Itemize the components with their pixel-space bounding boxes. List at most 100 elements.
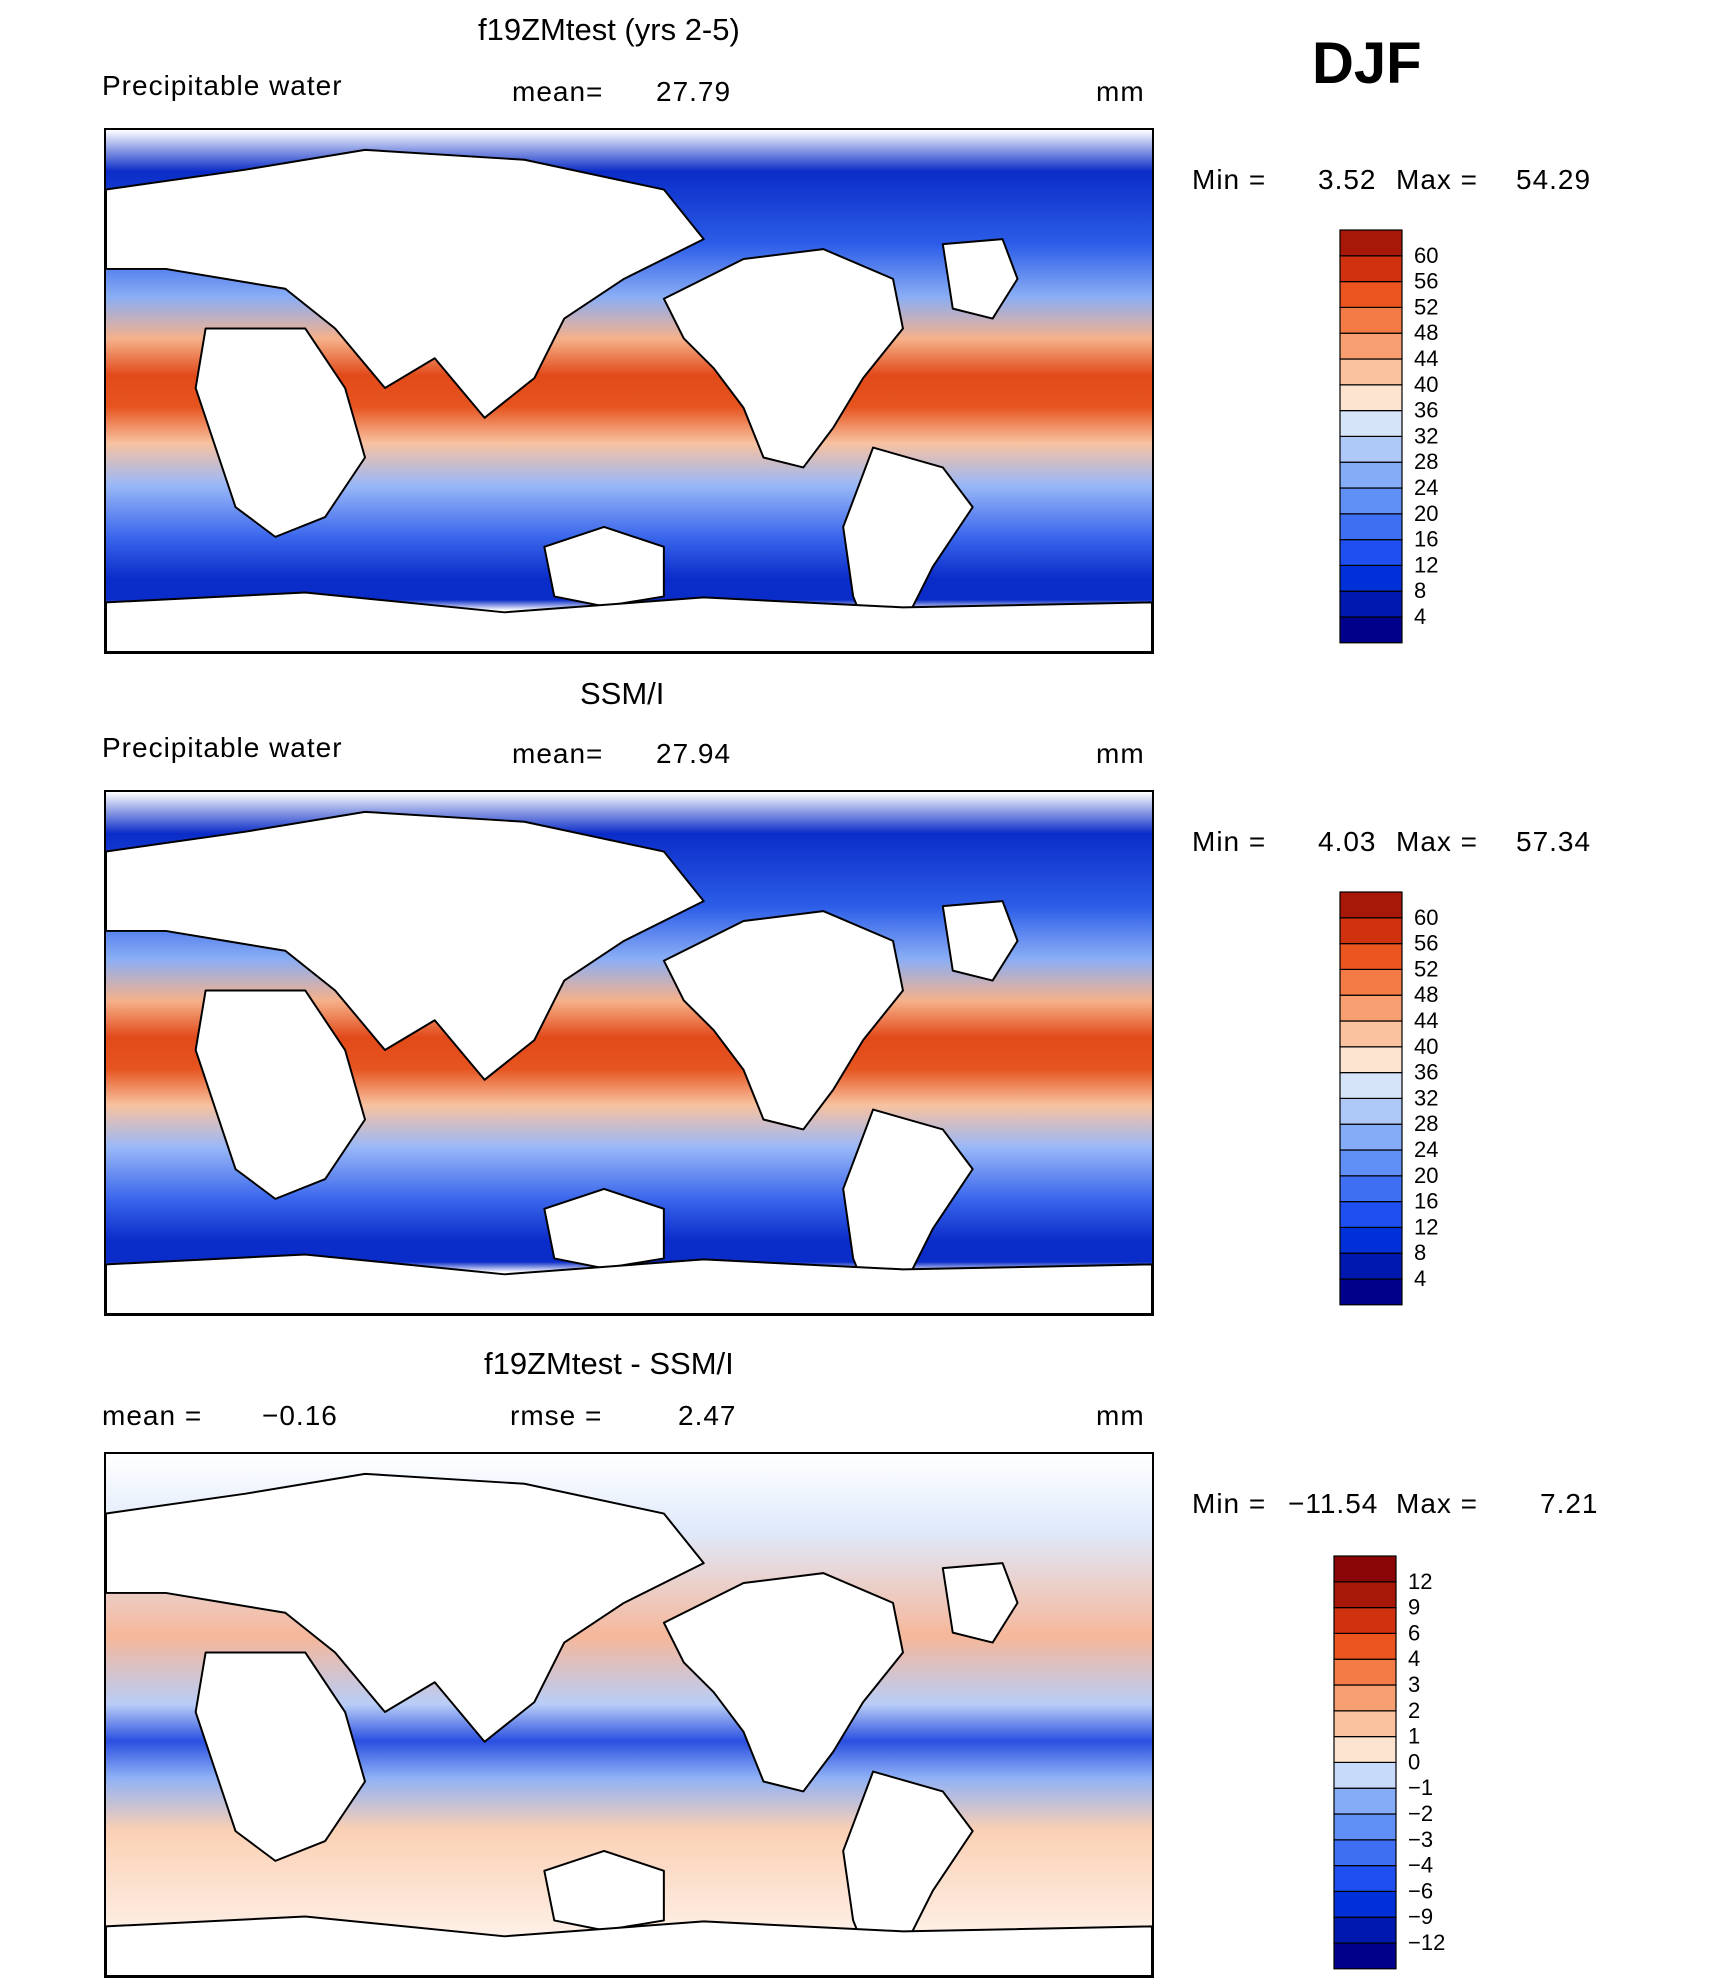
max-label: Max = [1396, 164, 1479, 195]
colorbar-tick-label: 56 [1414, 931, 1438, 956]
colorbar-swatch [1333, 1581, 1397, 1609]
colorbar-tick-label: −6 [1408, 1878, 1433, 1903]
colorbar-swatch [1339, 435, 1403, 463]
coastline [662, 1572, 904, 1793]
colorbar-tick-label: 4 [1414, 1266, 1426, 1291]
colorbar-swatch [1339, 1020, 1403, 1048]
min-label: Min = [1192, 826, 1267, 857]
colorbar-swatch [1333, 1787, 1397, 1815]
colorbar-swatch [1339, 332, 1403, 360]
colorbar-swatch [1333, 1813, 1397, 1841]
colorbar-swatch [1333, 1890, 1397, 1918]
colorbar-tick-label: 1 [1408, 1724, 1420, 1749]
coastline [941, 900, 1019, 982]
min-value: −11.54 [1288, 1488, 1379, 1519]
colorbar-tick-label: 40 [1414, 1034, 1438, 1059]
panel-title: SSM/I [580, 676, 665, 711]
colorbar-swatch [1333, 1684, 1397, 1712]
coastline [106, 1472, 705, 1743]
mean-value: −0.16 [262, 1400, 338, 1431]
max-value: 57.34 [1516, 826, 1592, 857]
colorbar-swatch [1339, 306, 1403, 334]
colorbar-tick-label: 52 [1414, 956, 1438, 981]
colorbar-tick-label: 48 [1414, 320, 1438, 345]
colorbar-tick-label: −2 [1408, 1801, 1433, 1826]
colorbar-tick-label: 40 [1414, 372, 1438, 397]
mean-value: 27.79 [656, 76, 732, 107]
colorbar-tick-label: 24 [1414, 475, 1438, 500]
max-value: 54.29 [1516, 164, 1592, 195]
colorbar-tick-label: 0 [1408, 1749, 1420, 1774]
colorbar-model: 4 8 12 16 20 24 28 32 36 40 44 48 52 56 60 [1339, 229, 1480, 644]
coastline [194, 1651, 367, 1862]
coastline [194, 989, 367, 1200]
colorbar-tick-label: 9 [1408, 1595, 1420, 1620]
colorbar-swatch [1339, 280, 1403, 308]
coastline [543, 1187, 665, 1270]
coastline [662, 910, 904, 1131]
colorbar-swatch [1339, 358, 1403, 386]
colorbar-swatch [1339, 1226, 1403, 1254]
colorbar-swatch [1339, 564, 1403, 592]
colorbar-tick-label: 28 [1414, 1111, 1438, 1136]
colorbar-swatch [1339, 1123, 1403, 1151]
coastline-antarctica [106, 1915, 1152, 1976]
colorbar-tick-label: −3 [1408, 1827, 1433, 1852]
colorbar-swatch [1333, 1710, 1397, 1738]
colorbar-tick-label: 60 [1414, 243, 1438, 268]
coastline [106, 148, 705, 419]
colorbar-tick-label: 44 [1414, 346, 1438, 371]
units-label: mm [1096, 76, 1145, 107]
colorbar-swatch [1339, 229, 1403, 257]
map-diff [104, 1452, 1154, 1978]
colorbar-tick-label: −9 [1408, 1904, 1433, 1929]
rmse-value: 2.47 [678, 1400, 737, 1431]
colorbar-tick-label: −1 [1408, 1775, 1433, 1800]
mean-label: mean= [512, 76, 604, 107]
colorbar-tick-label: 4 [1408, 1646, 1420, 1671]
colorbar-swatch [1339, 513, 1403, 541]
colorbar-tick-label: 12 [1414, 1214, 1438, 1239]
variable-label: Precipitable water [102, 70, 343, 101]
colorbar-tick-label: 2 [1408, 1698, 1420, 1723]
variable-label: Precipitable water [102, 732, 343, 763]
colorbar-swatch [1339, 410, 1403, 438]
colorbar-tick-label: 16 [1414, 527, 1438, 552]
colorbar-swatch [1339, 1149, 1403, 1177]
colorbar-swatch [1333, 1865, 1397, 1893]
colorbar-tick-label: 48 [1414, 982, 1438, 1007]
colorbar-tick-label: 12 [1414, 552, 1438, 577]
min-label: Min = [1192, 1488, 1267, 1519]
min-label: Min = [1192, 164, 1267, 195]
colorbar-tick-label: 32 [1414, 423, 1438, 448]
colorbar-swatch [1339, 590, 1403, 618]
colorbar-tick-label: −12 [1408, 1930, 1445, 1955]
colorbar-swatch [1339, 942, 1403, 970]
colorbar-swatch [1339, 994, 1403, 1022]
colorbar-swatch [1339, 384, 1403, 412]
colorbar-swatch [1333, 1606, 1397, 1634]
colorbar-swatch [1339, 255, 1403, 283]
colorbar-tick-label: 36 [1414, 1060, 1438, 1085]
season-label: DJF [1312, 31, 1422, 96]
colorbar-swatch [1339, 1201, 1403, 1229]
colorbar-swatch [1339, 487, 1403, 515]
max-label: Max = [1396, 826, 1479, 857]
colorbar-tick-label: 12 [1408, 1569, 1432, 1594]
coastline [106, 810, 705, 1081]
coastline [941, 1562, 1019, 1644]
colorbar-tick-label: 60 [1414, 905, 1438, 930]
colorbar-swatch [1339, 968, 1403, 996]
colorbar-tick-label: 32 [1414, 1085, 1438, 1110]
colorbar-tick-label: 44 [1414, 1008, 1438, 1033]
colorbar-tick-label: 4 [1414, 604, 1426, 629]
colorbar-swatch [1333, 1839, 1397, 1867]
colorbar-tick-label: 16 [1414, 1189, 1438, 1214]
colorbar-tick-label: 20 [1414, 1163, 1438, 1188]
colorbar-obs: 4 8 12 16 20 24 28 32 36 40 44 48 52 56 60 [1339, 891, 1480, 1306]
coastline-antarctica [106, 591, 1152, 652]
colorbar-tick-label: 6 [1408, 1620, 1420, 1645]
